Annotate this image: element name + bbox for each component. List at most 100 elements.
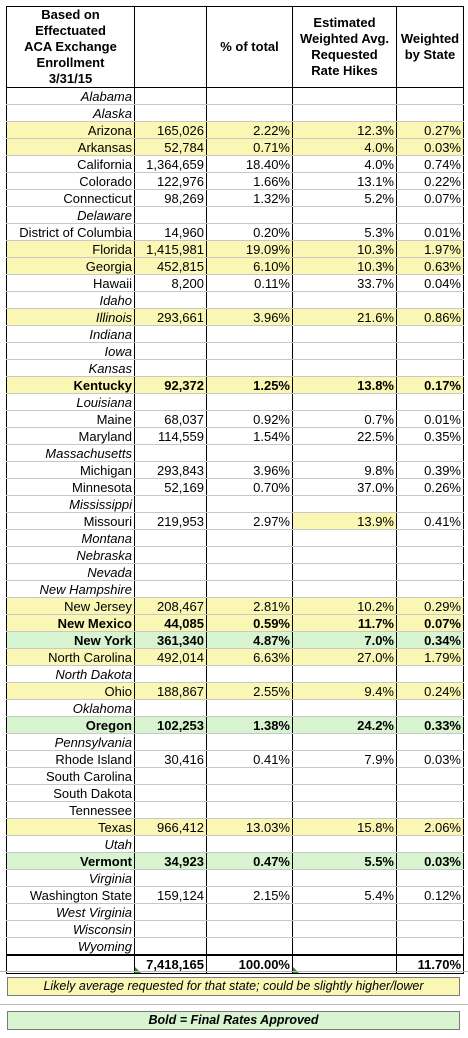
table-row: Alabama [6, 87, 464, 105]
rate-hike-cell: 22.5% [292, 427, 397, 445]
weighted-cell [396, 801, 464, 819]
percent-cell [206, 546, 293, 564]
weighted-cell [396, 291, 464, 309]
rate-hike-cell: 7.0% [292, 631, 397, 649]
table-row: Arkansas 52,784 0.71% 4.0% 0.03% [6, 138, 464, 156]
enrollment-cell: 102,253 [134, 716, 207, 734]
weighted-cell: 0.03% [396, 852, 464, 870]
state-name-cell: Michigan [6, 461, 135, 479]
table-row: North Carolina 492,014 6.63% 27.0% 1.79% [6, 648, 464, 666]
table-row: Oklahoma [6, 699, 464, 717]
percent-cell: 1.66% [206, 172, 293, 190]
totals-weighted: 11.70% [396, 954, 464, 974]
percent-cell [206, 206, 293, 224]
table-body: Alabama Alaska Arizona 165,026 2.22% 12.3% 0.2… [6, 87, 464, 956]
weighted-cell: 0.03% [396, 138, 464, 156]
enrollment-cell [134, 563, 207, 581]
weighted-cell [396, 869, 464, 887]
table-row: Idaho [6, 291, 464, 309]
table-row: Ohio 188,867 2.55% 9.4% 0.24% [6, 682, 464, 700]
weighted-cell [396, 784, 464, 802]
percent-cell: 2.81% [206, 597, 293, 615]
state-name-cell: Washington State [6, 886, 135, 904]
rate-hike-cell: 37.0% [292, 478, 397, 496]
rate-hike-cell [292, 903, 397, 921]
header-enrollment-count [134, 6, 207, 88]
rate-hike-cell: 13.8% [292, 376, 397, 394]
enrollment-cell [134, 835, 207, 853]
table-row: Colorado 122,976 1.66% 13.1% 0.22% [6, 172, 464, 190]
table-row: Illinois 293,661 3.96% 21.6% 0.86% [6, 308, 464, 326]
percent-cell [206, 801, 293, 819]
rate-hike-cell [292, 206, 397, 224]
rate-hike-cell: 15.8% [292, 818, 397, 836]
table-row: Texas 966,412 13.03% 15.8% 2.06% [6, 818, 464, 836]
weighted-cell: 2.06% [396, 818, 464, 836]
percent-cell: 2.15% [206, 886, 293, 904]
table-row: Rhode Island 30,416 0.41% 7.9% 0.03% [6, 750, 464, 768]
state-name-cell: California [6, 155, 135, 173]
percent-cell [206, 784, 293, 802]
percent-cell [206, 563, 293, 581]
state-name-cell: District of Columbia [6, 223, 135, 241]
enrollment-cell: 1,415,981 [134, 240, 207, 258]
percent-cell: 2.22% [206, 121, 293, 139]
table-row: Maine 68,037 0.92% 0.7% 0.01% [6, 410, 464, 428]
enrollment-cell: 92,372 [134, 376, 207, 394]
percent-cell: 0.11% [206, 274, 293, 292]
rate-hike-cell [292, 359, 397, 377]
rate-hike-cell [292, 835, 397, 853]
percent-cell: 0.70% [206, 478, 293, 496]
weighted-cell: 0.33% [396, 716, 464, 734]
weighted-cell [396, 937, 464, 956]
percent-cell [206, 393, 293, 411]
table-row: Hawaii 8,200 0.11% 33.7% 0.04% [6, 274, 464, 292]
table-row: Montana [6, 529, 464, 547]
table-row: Massachusetts [6, 444, 464, 462]
state-name-cell: Illinois [6, 308, 135, 326]
enrollment-cell: 34,923 [134, 852, 207, 870]
state-name-cell: Kentucky [6, 376, 135, 394]
weighted-cell [396, 87, 464, 105]
weighted-cell: 0.63% [396, 257, 464, 275]
state-name-cell: South Carolina [6, 767, 135, 785]
rate-hike-cell: 24.2% [292, 716, 397, 734]
weighted-cell [396, 104, 464, 122]
weighted-cell: 0.01% [396, 410, 464, 428]
enrollment-cell: 492,014 [134, 648, 207, 666]
state-name-cell: Wisconsin [6, 920, 135, 938]
table-row: New Hampshire [6, 580, 464, 598]
enrollment-cell [134, 104, 207, 122]
rate-hike-cell [292, 665, 397, 683]
weighted-cell: 0.12% [396, 886, 464, 904]
percent-cell: 1.38% [206, 716, 293, 734]
state-name-cell: Hawaii [6, 274, 135, 292]
table-row: District of Columbia 14,960 0.20% 5.3% 0.01% [6, 223, 464, 241]
percent-cell: 1.25% [206, 376, 293, 394]
rate-hike-cell: 7.9% [292, 750, 397, 768]
percent-cell: 1.32% [206, 189, 293, 207]
weighted-cell: 0.34% [396, 631, 464, 649]
table-row: Louisiana [6, 393, 464, 411]
enrollment-cell: 165,026 [134, 121, 207, 139]
enrollment-cell [134, 699, 207, 717]
table-row: Oregon 102,253 1.38% 24.2% 0.33% [6, 716, 464, 734]
table-row: Mississippi [6, 495, 464, 513]
percent-cell: 3.96% [206, 308, 293, 326]
percent-cell: 1.54% [206, 427, 293, 445]
weighted-cell: 0.39% [396, 461, 464, 479]
enrollment-cell: 219,953 [134, 512, 207, 530]
state-name-cell: Massachusetts [6, 444, 135, 462]
state-name-cell: Minnesota [6, 478, 135, 496]
state-name-cell: New Mexico [6, 614, 135, 632]
enrollment-cell: 44,085 [134, 614, 207, 632]
state-name-cell: New York [6, 631, 135, 649]
state-name-cell: North Dakota [6, 665, 135, 683]
state-name-cell: Iowa [6, 342, 135, 360]
header-requested-rate-hikes: Estimated Weighted Avg. Requested Rate H… [292, 6, 397, 88]
weighted-cell [396, 325, 464, 343]
enrollment-cell: 966,412 [134, 818, 207, 836]
totals-percent: 100.00% [206, 954, 293, 974]
percent-cell: 6.10% [206, 257, 293, 275]
state-name-cell: Alaska [6, 104, 135, 122]
